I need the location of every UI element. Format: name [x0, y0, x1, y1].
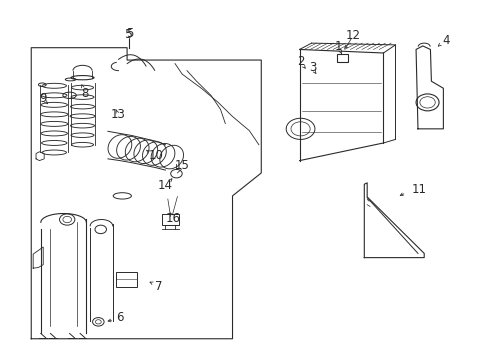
Text: 8: 8 — [81, 87, 89, 100]
Text: 14: 14 — [158, 179, 173, 192]
Bar — [337, 54, 347, 62]
Text: 4: 4 — [441, 34, 448, 47]
Text: 5: 5 — [125, 28, 133, 41]
Text: 11: 11 — [410, 183, 426, 196]
Text: 7: 7 — [155, 280, 163, 293]
Text: 13: 13 — [111, 108, 125, 121]
Text: 1: 1 — [333, 40, 341, 53]
Text: 9: 9 — [39, 92, 46, 105]
Text: 2: 2 — [297, 55, 304, 68]
Text: 12: 12 — [345, 29, 360, 42]
Bar — [115, 273, 137, 287]
Text: 5: 5 — [125, 27, 133, 40]
Text: 3: 3 — [308, 60, 316, 73]
Text: 16: 16 — [166, 212, 181, 225]
Text: 15: 15 — [174, 159, 189, 172]
Text: 10: 10 — [148, 149, 163, 162]
Text: 6: 6 — [116, 311, 123, 324]
